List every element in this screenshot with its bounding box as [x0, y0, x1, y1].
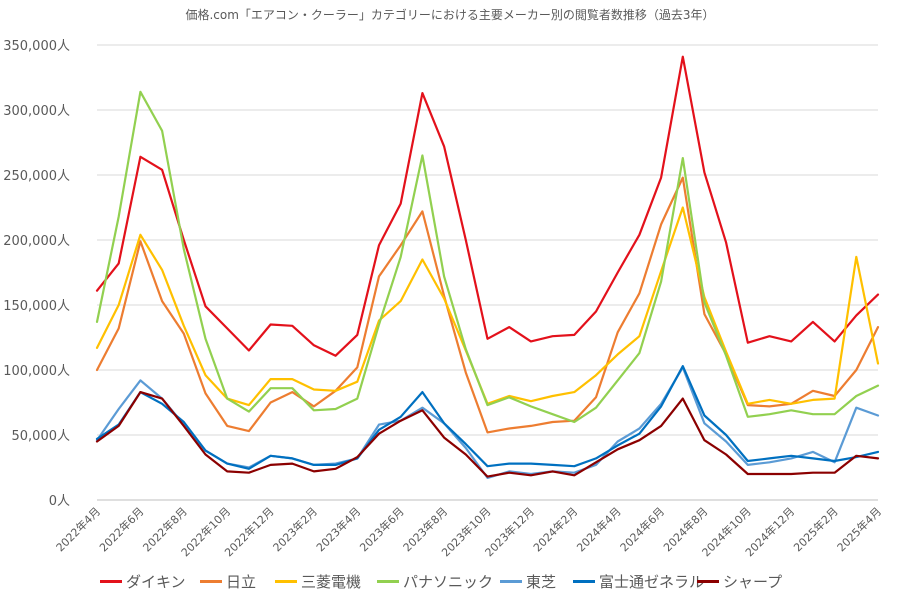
x-axis-ticks: 2022年4月2022年6月2022年8月2022年10月2022年12月202… [53, 504, 884, 559]
y-tick-label: 350,000人 [3, 39, 70, 54]
y-tick-label: 50,000人 [12, 429, 71, 444]
legend-item: 東芝 [500, 571, 556, 592]
series-line-シャープ [95, 391, 880, 478]
series-line-三菱電機 [95, 206, 880, 407]
chart-title: 価格.com「エアコン・クーラー」カテゴリーにおける主要メーカー別の閲覧者数推移… [185, 8, 715, 22]
x-tick-label: 2025年4月 [834, 504, 884, 554]
x-tick-label: 2022年4月 [53, 504, 103, 554]
y-tick-label: 300,000人 [3, 104, 70, 119]
x-tick-label: 2025年2月 [791, 504, 841, 554]
x-tick-label: 2023年2月 [270, 504, 320, 554]
x-tick-label: 2022年6月 [96, 504, 146, 554]
gridlines [97, 44, 878, 501]
legend-swatch [275, 580, 297, 583]
x-tick-label: 2024年6月 [617, 504, 667, 554]
series-line-パナソニック [95, 90, 880, 424]
x-tick-label: 2024年4月 [574, 504, 624, 554]
legend-item: パナソニック [377, 571, 493, 592]
series-line-ダイキン [95, 55, 880, 357]
legend-label: 日立 [226, 573, 257, 591]
x-tick-label: 2024年2月 [530, 504, 580, 554]
legend: ダイキン 日立 三菱電機 パナソニック 東芝 富士通ゼネラル シャープ [0, 571, 900, 595]
series-lines [95, 55, 880, 479]
legend-label: 三菱電機 [301, 573, 362, 591]
y-axis-ticks: 0人 50,000人 100,000人 150,000人 200,000人 250,000… [3, 39, 70, 509]
legend-swatch [697, 580, 719, 583]
y-tick-label: 250,000人 [3, 169, 70, 184]
legend-item: 富士通ゼネラル [573, 571, 704, 592]
legend-item: 日立 [200, 571, 256, 592]
series-line-日立 [95, 176, 880, 434]
legend-label: ダイキン [126, 573, 186, 591]
legend-swatch [573, 580, 595, 583]
y-tick-label: 100,000人 [3, 364, 70, 379]
legend-label: 東芝 [526, 573, 557, 591]
legend-item: シャープ [697, 571, 782, 592]
y-tick-label: 150,000人 [3, 299, 70, 314]
legend-swatch [500, 580, 522, 583]
x-tick-label: 2023年6月 [357, 504, 407, 554]
y-tick-label: 200,000人 [3, 234, 70, 249]
legend-item: ダイキン [100, 571, 186, 592]
y-tick-label: 0人 [49, 494, 70, 509]
legend-label: シャープ [723, 573, 783, 591]
legend-swatch [100, 580, 122, 583]
x-tick-label: 2023年4月 [313, 504, 363, 554]
legend-item: 三菱電機 [275, 571, 361, 592]
legend-swatch [377, 580, 399, 583]
series-line-富士通ゼネラル [95, 365, 880, 470]
legend-label: 富士通ゼネラル [599, 573, 705, 591]
legend-label: パナソニック [403, 573, 494, 591]
legend-swatch [200, 580, 222, 583]
